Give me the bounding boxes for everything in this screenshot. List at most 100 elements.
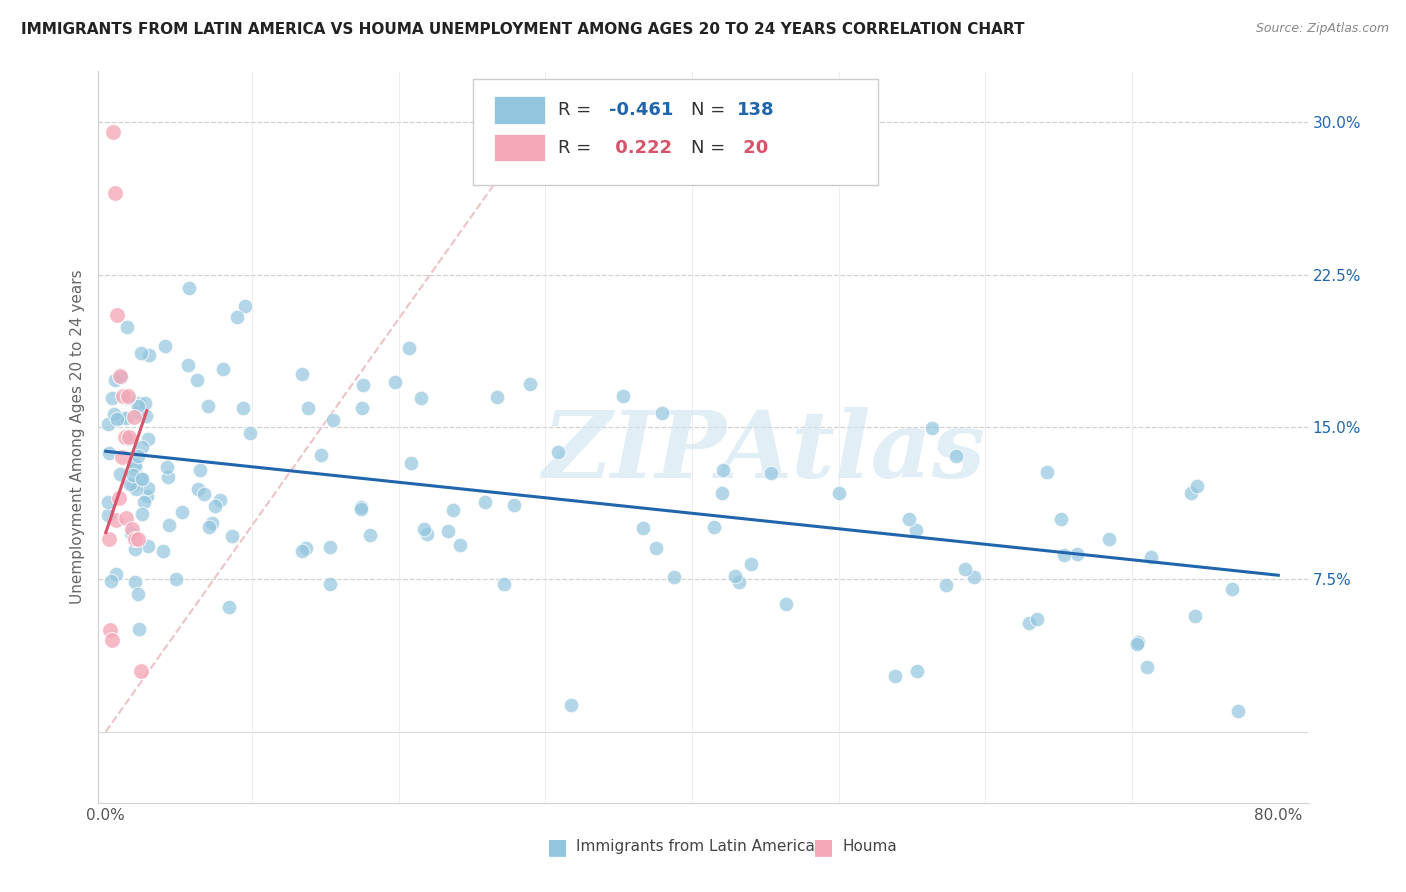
Point [1035,465,1057,479]
Point [100,633,122,648]
Point [134,396,156,410]
Point [309,448,332,462]
Point [105,513,128,527]
Point [1140,549,1163,564]
Point [935,577,957,591]
Point [153,339,176,353]
Point [503,498,526,512]
Point [519,376,541,391]
Point [828,485,851,500]
Point [97,532,120,546]
Point [415,527,437,541]
Point [108,467,131,481]
Point [225,310,247,324]
Point [111,450,134,465]
Point [1126,635,1149,649]
Point [651,405,673,419]
Point [110,410,132,425]
Point [188,463,211,477]
Text: ■: ■ [814,837,834,856]
Point [955,562,977,576]
Point [1126,637,1149,651]
Point [740,557,762,571]
Point [107,308,129,322]
Point [136,539,159,553]
Point [193,487,215,501]
Point [156,459,179,474]
Y-axis label: Unemployment Among Ages 20 to 24 years: Unemployment Among Ages 20 to 24 years [69,269,84,605]
Point [560,698,582,712]
Point [124,541,146,556]
Point [115,511,138,525]
FancyBboxPatch shape [474,78,879,185]
Point [128,622,150,636]
Point [411,391,433,405]
Text: R =: R = [558,101,598,120]
Point [104,374,127,388]
Point [117,391,139,405]
Text: Immigrants from Latin America: Immigrants from Latin America [576,839,815,855]
Point [112,389,135,403]
Point [101,125,124,139]
Point [1050,512,1073,526]
Point [122,409,145,424]
Point [157,518,180,533]
Point [110,369,132,384]
FancyBboxPatch shape [494,134,544,161]
Point [884,668,907,682]
Text: ■: ■ [547,837,568,856]
Point [1184,609,1206,624]
Point [127,587,149,601]
Point [1136,660,1159,674]
Point [115,411,138,425]
Point [127,405,149,419]
Point [165,573,187,587]
Point [136,481,159,495]
Point [221,528,243,542]
Point [127,399,149,413]
Point [547,445,569,459]
Point [295,541,318,555]
Point [127,449,149,463]
Point [98,623,121,637]
Point [117,389,139,403]
Text: -0.461: -0.461 [609,101,673,120]
Point [186,373,208,387]
Point [474,494,496,508]
Point [118,477,141,491]
Point [352,378,374,392]
Point [1025,612,1047,626]
Point [108,491,131,505]
Point [211,362,233,376]
Point [209,492,232,507]
Point [1053,548,1076,562]
Point [612,389,634,403]
Point [218,599,240,614]
Point [177,281,200,295]
Point [486,390,509,404]
Point [124,532,146,546]
Point [134,495,156,509]
Point [129,346,152,360]
Point [904,523,927,537]
Point [761,467,783,481]
Point [135,490,157,504]
Point [945,449,967,463]
Point [114,430,136,444]
Point [152,544,174,558]
Point [118,430,141,444]
Point [1220,582,1243,596]
Point [115,320,138,334]
Point [110,369,132,384]
Point [492,576,515,591]
Point [322,412,344,426]
Point [449,538,471,552]
Point [197,399,219,413]
Point [124,458,146,472]
Point [121,468,143,483]
Point [233,299,256,313]
Point [1180,486,1202,500]
Point [187,483,209,497]
Point [318,540,340,554]
Point [177,359,200,373]
